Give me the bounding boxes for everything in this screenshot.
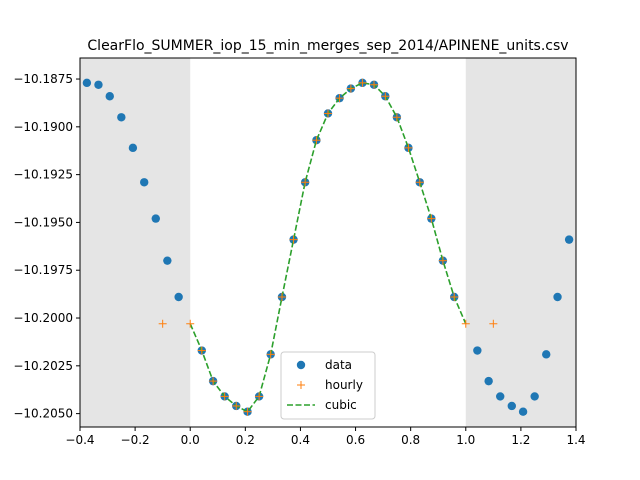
data-point	[542, 350, 551, 359]
x-tick-label: 0.6	[346, 433, 365, 447]
hourly-point	[289, 235, 298, 244]
x-tick-label: 0.8	[401, 433, 420, 447]
shaded-region	[465, 58, 576, 427]
hourly-point	[415, 178, 424, 187]
legend: data hourly cubic	[280, 351, 376, 420]
hourly-point	[232, 401, 241, 410]
hourly-point	[243, 407, 252, 416]
hourly-point	[427, 214, 436, 223]
data-point	[105, 92, 114, 101]
x-tick-label: 0.2	[236, 433, 255, 447]
legend-box	[280, 351, 376, 420]
data-point	[553, 292, 562, 302]
legend-marker-data	[296, 360, 306, 370]
data-point	[128, 143, 138, 153]
hourly-point	[404, 143, 413, 152]
hourly-point	[358, 78, 367, 87]
x-tick-label: 1.4	[566, 433, 585, 447]
hourly-point	[489, 319, 498, 328]
y-tick-label: −10.2000	[13, 311, 73, 325]
hourly-point	[450, 292, 459, 301]
shaded-regions	[80, 58, 576, 427]
data-point	[518, 407, 528, 416]
data-point	[117, 113, 126, 122]
data-point	[496, 392, 505, 401]
hourly-point	[370, 80, 379, 89]
hourly-point	[266, 350, 275, 359]
hourly-point	[277, 292, 286, 301]
legend-label: data	[325, 358, 352, 372]
hourly-point	[438, 256, 447, 265]
data-point	[530, 392, 539, 401]
hourly-point	[381, 92, 390, 101]
data-point	[94, 80, 103, 89]
hourly-point	[335, 94, 344, 103]
axes-frame	[79, 57, 577, 428]
hourly-point	[301, 178, 310, 187]
hourly-point	[158, 319, 167, 328]
hourly-point	[209, 377, 218, 386]
legend-label: hourly	[325, 378, 363, 392]
x-tick-label: 0.4	[291, 433, 310, 447]
data-point	[82, 78, 92, 88]
hourly-point	[186, 319, 195, 328]
y-tick-label: −10.2050	[13, 407, 73, 421]
data-point	[484, 376, 493, 386]
hourly-point	[255, 392, 264, 401]
y-tick-label: −10.1950	[13, 215, 73, 229]
shaded-region	[80, 58, 191, 427]
y-tick-label: −10.1975	[13, 263, 73, 277]
hourly-point	[392, 113, 401, 122]
data-point	[151, 214, 160, 223]
hourly-point	[324, 109, 332, 118]
hourly-point	[461, 319, 470, 328]
data-point	[140, 178, 149, 187]
plot-area	[82, 78, 574, 416]
data-point	[174, 292, 183, 302]
hourly-point	[197, 346, 206, 355]
y-tick-label: −10.2025	[13, 359, 73, 373]
data-point	[564, 235, 574, 244]
axes: −0.4 −0.2 0.0 0.2 0.4 0.6 0.8 1.0 1.2 1.4 −10.1875…	[13, 57, 586, 447]
y-tick-label: −10.1925	[13, 168, 73, 182]
data-point	[163, 256, 172, 265]
x-tick-label: 1.0	[456, 433, 475, 447]
hourly-point	[312, 136, 321, 145]
hourly-point	[346, 84, 355, 93]
legend-label: cubic	[325, 398, 357, 412]
y-tick-label: −10.1875	[13, 72, 73, 86]
data-point	[473, 346, 482, 355]
x-tick-label: −0.4	[65, 433, 94, 447]
x-tick-label: −0.2	[121, 433, 150, 447]
x-tick-label: 0.0	[181, 433, 200, 447]
data-point	[507, 401, 516, 411]
x-tick-label: 1.2	[511, 433, 530, 447]
hourly-point	[220, 392, 229, 401]
y-tick-label: −10.1900	[13, 120, 73, 134]
chart-title: ClearFlo_SUMMER_iop_15_min_merges_sep_20…	[87, 38, 568, 54]
